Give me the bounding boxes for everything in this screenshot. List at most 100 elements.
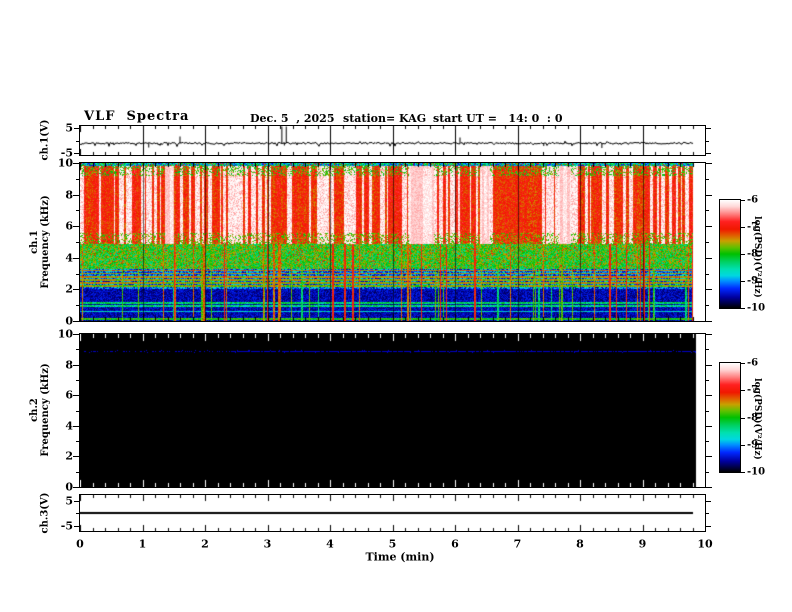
freq-tick: [706, 441, 709, 442]
ch1-voltage-axis-label: ch.1(V): [39, 119, 51, 161]
ch1-voltage-panel: [79, 125, 706, 156]
freq-tick: [73, 456, 79, 457]
freq-tick: [706, 426, 712, 427]
ch2-spectrogram-axis-label: ch.2 Frequency (kHz): [29, 363, 51, 456]
y-tick-label: 2: [65, 449, 73, 463]
freq-tick: [706, 163, 712, 164]
freq-tick: [706, 258, 712, 259]
y-tick-label: 2: [65, 282, 73, 296]
freq-tick: [706, 456, 712, 457]
x-tick-label: 7: [513, 537, 522, 551]
x-tick-label: 10: [697, 537, 713, 551]
colorbar-tick: [741, 472, 745, 473]
y-tick-label: 10: [57, 327, 73, 341]
colorbar-tick: [741, 308, 745, 309]
colorbar-tick-label: -7: [747, 221, 759, 233]
freq-tick: [706, 487, 712, 488]
colorbar-tick-label: -8: [747, 412, 759, 424]
colorbar-tick: [741, 418, 745, 419]
volt-tick: [706, 526, 711, 527]
volt-tick: [74, 501, 79, 502]
colorbar-tick-label: -9: [747, 439, 759, 451]
volt-tick: [706, 513, 709, 514]
volt-tick: [74, 526, 79, 527]
freq-tick: [706, 289, 712, 290]
colorbar-tick: [741, 363, 745, 364]
freq-tick: [706, 334, 712, 335]
freq-tick: [73, 258, 79, 259]
volt-tick: [76, 513, 79, 514]
y-tick-label: 8: [65, 188, 73, 202]
freq-tick: [73, 195, 79, 196]
y-tick-label: 4: [65, 419, 73, 433]
x-tick-label: 0: [76, 537, 84, 551]
y-tick-label: 6: [65, 388, 73, 402]
ch3-voltage-waveform-canvas: [80, 495, 705, 531]
ch1-spectrogram-axis-label: ch.1 Frequency (kHz): [29, 195, 51, 288]
freq-tick: [706, 226, 712, 227]
ch2-label-line2: Frequency (kHz): [40, 363, 51, 457]
freq-tick: [76, 210, 79, 211]
plot-title: VLF Spectra: [84, 109, 190, 124]
freq-tick: [706, 242, 709, 243]
ch2-spectrogram-panel: [79, 333, 706, 488]
freq-tick: [706, 305, 709, 306]
ch2-spectrogram-canvas: [80, 334, 705, 487]
colorbar-tick-label: -8: [747, 248, 759, 260]
freq-tick: [73, 334, 79, 335]
freq-tick: [73, 487, 79, 488]
freq-tick: [706, 195, 712, 196]
colorbar-tick-label: -10: [747, 302, 766, 314]
plot-station: station= KAG: [343, 112, 427, 125]
freq-tick: [706, 395, 712, 396]
volt-tick: [706, 128, 711, 129]
y-tick-label: -5: [60, 519, 73, 532]
freq-tick: [706, 365, 712, 366]
colorbar-tick: [741, 281, 745, 282]
x-tick-label: 1: [138, 537, 147, 551]
freq-tick: [706, 472, 709, 473]
colorbar-ch1: [719, 199, 741, 309]
plot-start-ut: start UT = 14: 0 : 0: [433, 112, 563, 125]
freq-tick: [76, 179, 79, 180]
y-tick-label: 5: [65, 121, 73, 135]
colorbar-tick-label: -6: [747, 194, 759, 206]
x-tick-label: 4: [326, 537, 334, 551]
y-tick-label: 5: [65, 494, 73, 507]
ch1-label-line1: ch.1: [29, 230, 40, 254]
volt-tick: [76, 141, 79, 142]
freq-tick: [73, 226, 79, 227]
freq-tick: [706, 210, 709, 211]
freq-tick: [73, 426, 79, 427]
volt-tick: [706, 141, 709, 142]
freq-tick: [73, 289, 79, 290]
volt-tick: [74, 153, 79, 154]
y-tick-label: 8: [65, 358, 73, 372]
colorbar-tick-label: -7: [747, 384, 759, 396]
x-tick-label: 2: [201, 537, 209, 551]
x-tick-label: 6: [451, 537, 459, 551]
x-tick-label: 3: [263, 537, 272, 551]
freq-tick: [73, 395, 79, 396]
y-tick-label: 0: [65, 480, 73, 494]
freq-tick: [76, 349, 79, 350]
freq-tick: [706, 321, 712, 322]
colorbar-ch2: [719, 362, 741, 473]
x-tick-label: 5: [388, 537, 397, 551]
colorbar-tick-label: -10: [747, 466, 766, 478]
freq-tick: [76, 305, 79, 306]
ch1-spectrogram-panel: [79, 162, 706, 322]
x-tick-label: 8: [576, 537, 584, 551]
ch3-voltage-panel: [79, 494, 706, 532]
ch1-label-line2: Frequency (kHz): [40, 195, 51, 289]
y-tick-label: 4: [65, 251, 73, 265]
y-tick-label: 6: [65, 219, 73, 233]
volt-tick: [706, 153, 711, 154]
colorbar-tick: [741, 390, 745, 391]
colorbar-tick: [741, 227, 745, 228]
colorbar-tick-label: -9: [747, 275, 759, 287]
colorbar-tick: [741, 445, 745, 446]
ch3-voltage-axis-label: ch.3(V): [39, 492, 51, 534]
freq-tick: [73, 163, 79, 164]
